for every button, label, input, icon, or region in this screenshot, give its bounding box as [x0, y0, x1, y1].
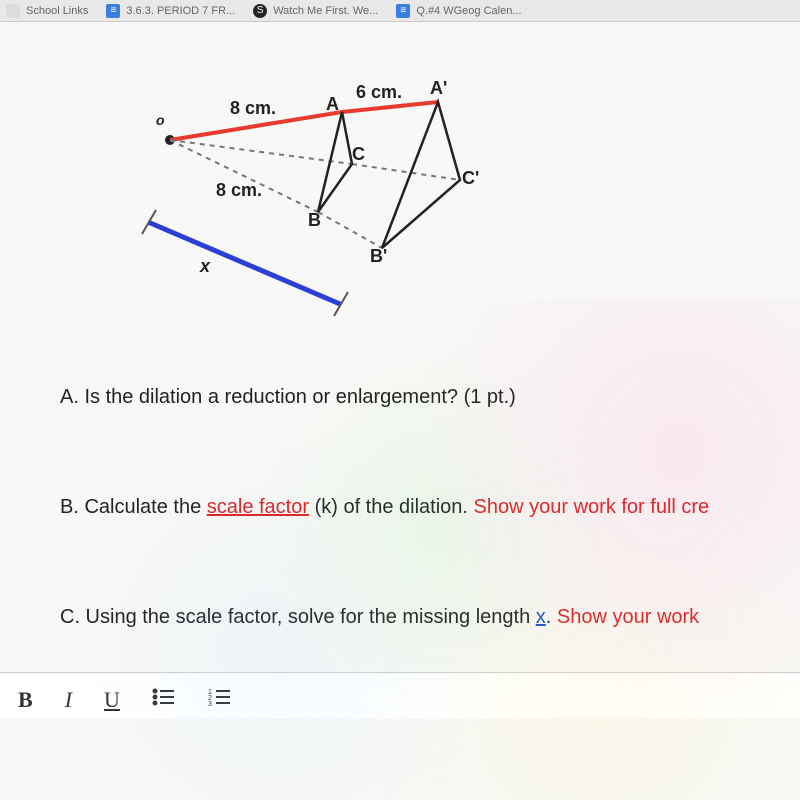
doc-icon: ≡	[396, 4, 410, 18]
label-x: x	[200, 256, 210, 277]
tab-wgeog[interactable]: ≡ Q.#4 WGeog Calen...	[396, 4, 521, 18]
question-A-text: A. Is the dilation a reduction or enlarg…	[60, 386, 464, 408]
browser-tab-bar: School Links ≡ 3.6.3. PERIOD 7 FR... S W…	[0, 0, 800, 22]
question-C-red: Show your work	[557, 606, 699, 628]
question-B-red: Show your work for full cre	[474, 496, 710, 518]
label-A: A	[326, 94, 339, 115]
label-8cm-bottom: 8 cm.	[216, 180, 262, 201]
question-B: B. Calculate the scale factor (k) of the…	[60, 492, 760, 522]
question-A-pts: (1 pt.)	[464, 386, 516, 408]
bulleted-list-icon[interactable]	[152, 687, 176, 713]
doc-icon: ≡	[106, 4, 120, 18]
underline-button[interactable]: U	[104, 687, 120, 713]
label-Aprime: A'	[430, 78, 447, 99]
label-B: B	[308, 210, 321, 231]
x-link[interactable]: x	[536, 606, 546, 628]
svg-text:3: 3	[208, 701, 212, 707]
label-o: o	[156, 112, 165, 128]
label-6cm: 6 cm.	[356, 82, 402, 103]
italic-button[interactable]: I	[65, 687, 72, 713]
label-8cm-top: 8 cm.	[230, 98, 276, 119]
scale-factor-link[interactable]: scale factor	[207, 496, 309, 518]
label-Cprime: C'	[462, 168, 479, 189]
numbered-list-icon[interactable]: 123	[208, 687, 232, 713]
s-icon: S	[253, 4, 267, 18]
question-A: A. Is the dilation a reduction or enlarg…	[60, 382, 760, 412]
tab-label: Watch Me First. We...	[273, 5, 378, 17]
bold-button[interactable]: B	[18, 687, 33, 713]
question-C-mid: .	[546, 606, 557, 628]
question-C: C. Using the scale factor, solve for the…	[60, 602, 760, 632]
label-Bprime: B'	[370, 246, 387, 267]
tab-label: School Links	[26, 5, 88, 17]
question-list: A. Is the dilation a reduction or enlarg…	[60, 382, 760, 632]
editor-toolbar: B I U 123	[0, 672, 800, 719]
tab-label: 3.6.3. PERIOD 7 FR...	[126, 5, 235, 17]
tab-icon	[6, 4, 20, 18]
tab-watch-me-first[interactable]: S Watch Me First. We...	[253, 4, 378, 18]
tab-period7[interactable]: ≡ 3.6.3. PERIOD 7 FR...	[106, 4, 235, 18]
question-B-prefix: B. Calculate the	[60, 496, 207, 518]
question-B-mid: (k) of the dilation.	[309, 496, 474, 518]
tab-label: Q.#4 WGeog Calen...	[416, 5, 521, 17]
geometry-figure: o 8 cm. 6 cm. A A' C C' 8 cm. B B' x	[120, 72, 540, 322]
question-C-prefix: C. Using the scale factor, solve for the…	[60, 606, 536, 628]
tab-school-links[interactable]: School Links	[6, 4, 88, 18]
worksheet-content: o 8 cm. 6 cm. A A' C C' 8 cm. B B' x A. …	[0, 22, 800, 672]
label-C: C	[352, 144, 365, 165]
